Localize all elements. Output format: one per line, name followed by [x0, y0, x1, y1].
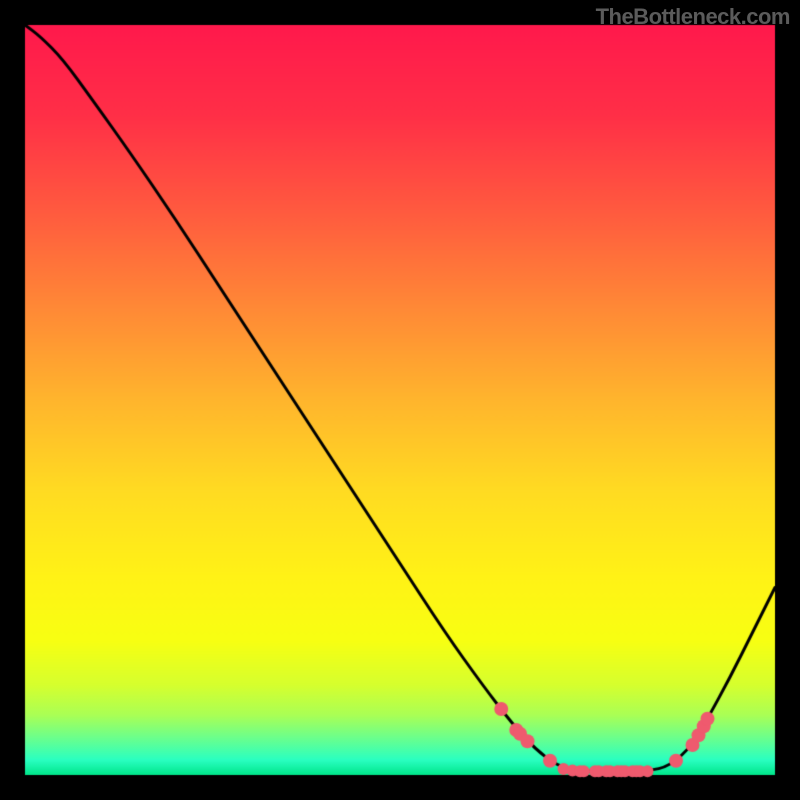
- watermark-text: TheBottleneck.com: [596, 4, 790, 30]
- bottleneck-chart: [0, 0, 800, 800]
- chart-container: TheBottleneck.com: [0, 0, 800, 800]
